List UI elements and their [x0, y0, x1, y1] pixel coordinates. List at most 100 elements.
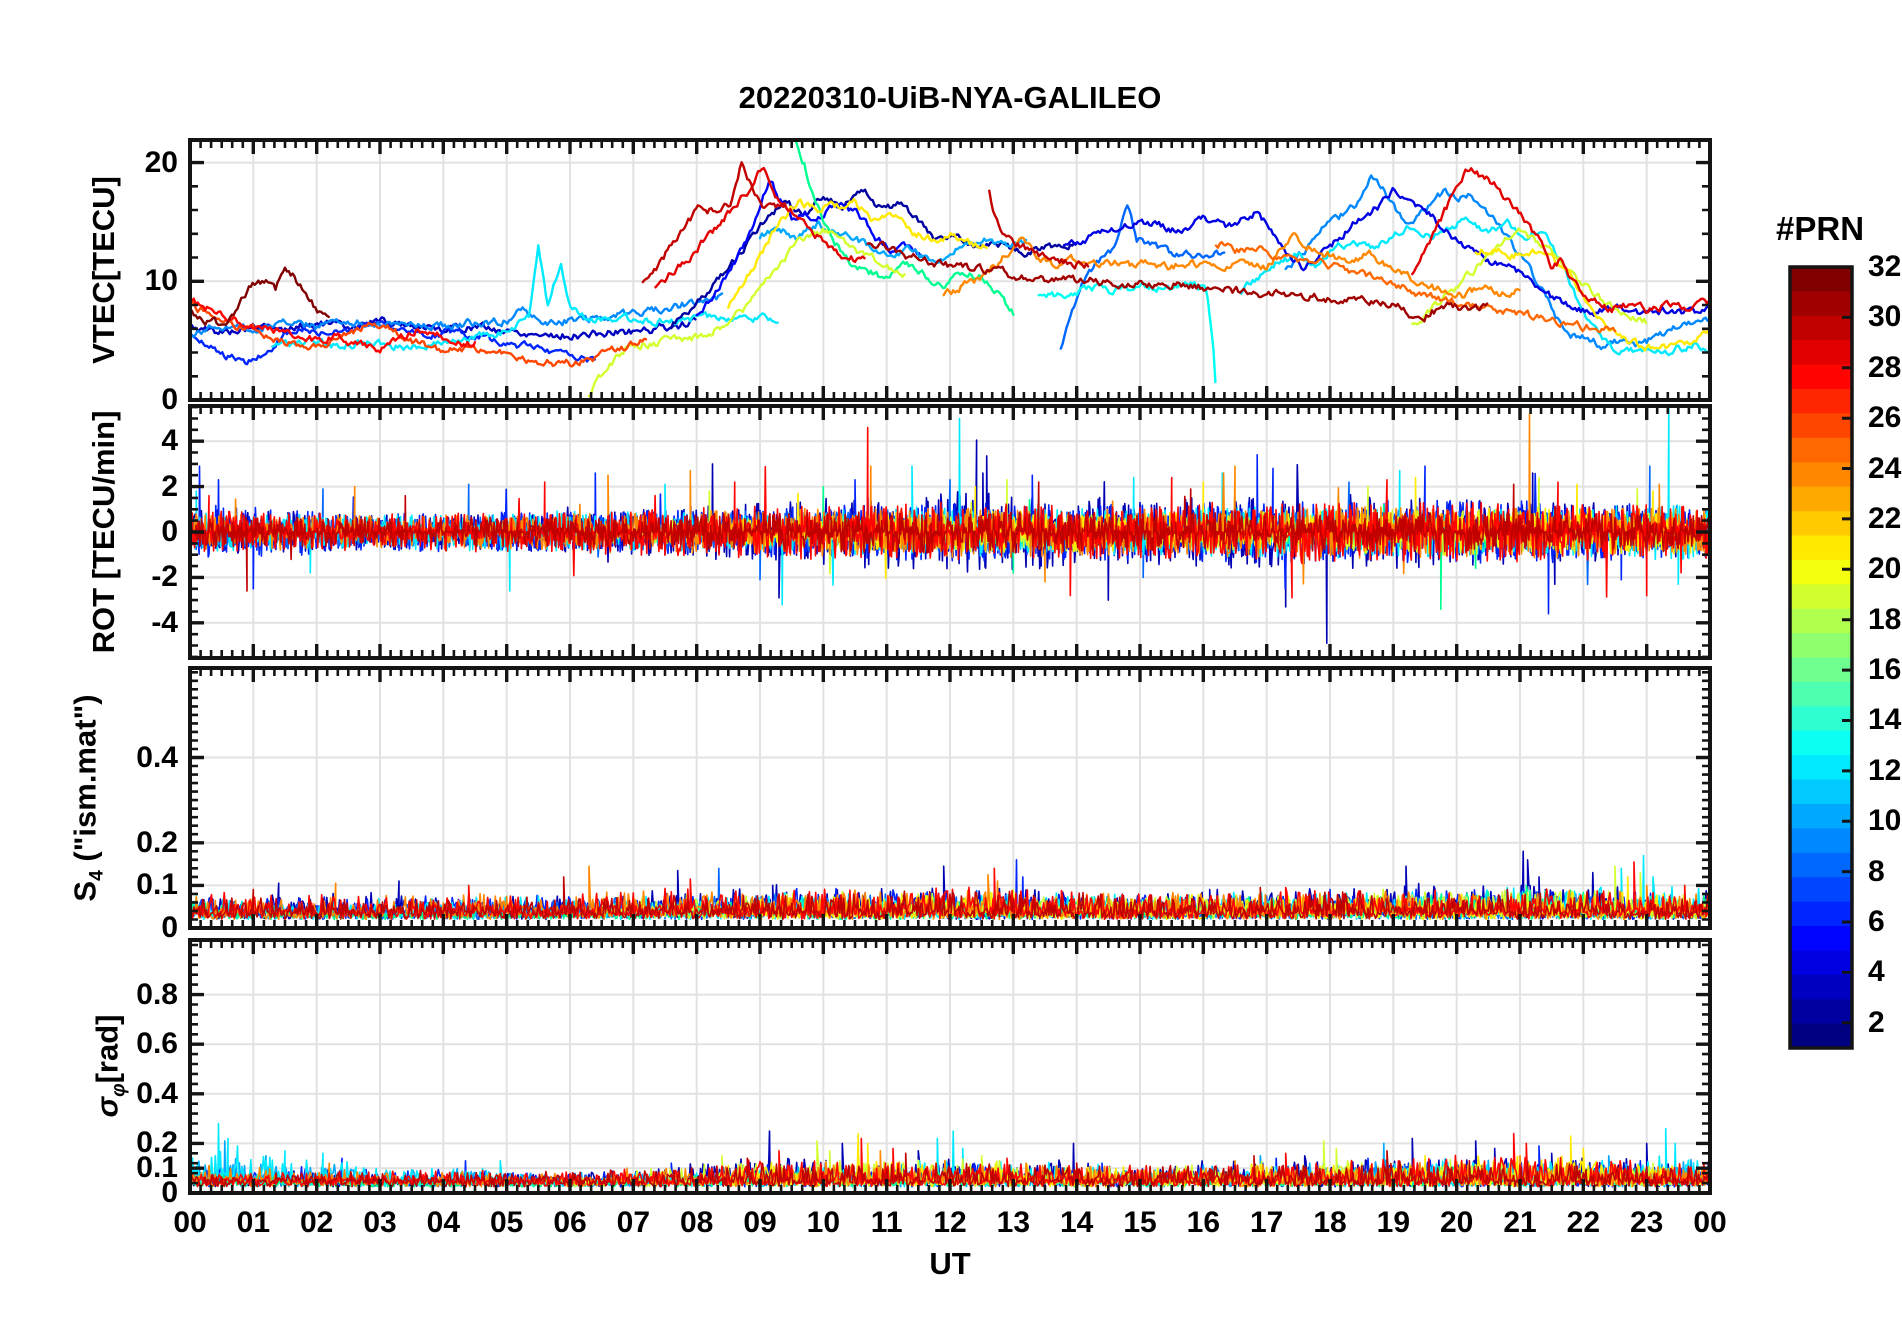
- series-prn-25: [1214, 240, 1617, 334]
- colorbar-tick-label: 16: [1868, 653, 1902, 687]
- colorbar-border: [1788, 265, 1854, 1050]
- ytick-label-sigma_phi: 0: [161, 1176, 178, 1209]
- series-prn-29: [1411, 167, 1710, 315]
- colorbar-tick-label: 30: [1868, 300, 1902, 334]
- xtick-label: 23: [1629, 1206, 1664, 1239]
- colorbar-tick-label: 22: [1868, 501, 1902, 535]
- minor-ticks: [190, 405, 1710, 659]
- colorbar-block-prn-11: [1790, 779, 1852, 805]
- colorbar-block-prn-31: [1790, 291, 1852, 317]
- series-prn-21: [727, 197, 988, 309]
- colorbar-block-prn-4: [1790, 950, 1852, 976]
- series-prn-30: [988, 189, 1090, 270]
- xtick-label: 12: [933, 1206, 967, 1239]
- colorbar-tick-label: 10: [1868, 804, 1902, 838]
- xtick-label: 19: [1376, 1206, 1411, 1239]
- colorbar-block-prn-14: [1790, 706, 1852, 732]
- series-prn-16: [793, 140, 1015, 316]
- colorbar-tick-label: 14: [1868, 703, 1902, 737]
- panel-vtec: [188, 138, 1712, 402]
- colorbar-block-prn-22: [1790, 511, 1852, 537]
- xtick-label: 13: [996, 1206, 1031, 1239]
- series-prn-12: [1240, 216, 1710, 357]
- colorbar-tick-label: 20: [1868, 552, 1902, 586]
- series-prn-9: [190, 292, 724, 339]
- colorbar-block-prn-29: [1790, 340, 1852, 366]
- xtick-label: 20: [1439, 1206, 1474, 1239]
- ytick-label-s4: 0: [161, 911, 178, 944]
- colorbar-block-prn-26: [1790, 413, 1852, 439]
- xtick-label: 02: [299, 1206, 334, 1239]
- xtick-label: 07: [616, 1206, 651, 1239]
- xtick-label: 16: [1186, 1206, 1221, 1239]
- colorbar-block-prn-7: [1790, 877, 1852, 903]
- series-prn-29: [654, 166, 866, 289]
- colorbar-block-prn-24: [1790, 462, 1852, 488]
- ytick-label-rot: -4: [151, 605, 178, 639]
- series-prn-13: [1037, 281, 1217, 384]
- series-prn-5: [695, 180, 926, 317]
- colorbar-ticks: [1842, 265, 1852, 1025]
- colorbar-tick-label: 4: [1868, 955, 1885, 989]
- colorbar-block-prn-28: [1790, 364, 1852, 390]
- colorbar-block-prn-9: [1790, 828, 1852, 854]
- axes-box: [188, 138, 1712, 402]
- colorbar-block-prn-13: [1790, 730, 1852, 756]
- x-axis-label: UT: [929, 1246, 971, 1281]
- xtick-label: 22: [1566, 1206, 1601, 1239]
- colorbar-block-prn-18: [1790, 608, 1852, 634]
- axes-box: [188, 938, 1712, 1195]
- series-prn-26: [190, 300, 648, 368]
- series-prn-21: [1474, 247, 1710, 352]
- colorbar-block-prn-30: [1790, 315, 1852, 341]
- xtick-label: 00: [1693, 1206, 1727, 1239]
- xtick-label: 21: [1503, 1206, 1537, 1239]
- colorbar-block-prn-10: [1790, 803, 1852, 829]
- axes-box: [188, 666, 1712, 930]
- xtick-label: 10: [806, 1206, 841, 1239]
- colorbar-tick-label: 12: [1868, 753, 1902, 787]
- ytick-label-sigma_phi: 0.2: [136, 1126, 178, 1160]
- colorbar-block-prn-16: [1790, 657, 1852, 683]
- xtick-label: 17: [1249, 1206, 1284, 1239]
- colorbar-tick-label: 24: [1868, 451, 1902, 485]
- colorbar-tick-label: 2: [1868, 1005, 1885, 1039]
- ytick-label-rot: 2: [161, 469, 178, 503]
- series-prn-10: [758, 220, 1028, 264]
- minor-ticks: [190, 668, 1710, 928]
- colorbar-block-prn-19: [1790, 584, 1852, 610]
- series-prn-30: [641, 161, 787, 284]
- ytick-label-s4: 0.1: [136, 868, 178, 902]
- panel-s4: [188, 666, 1712, 930]
- panel-rot: [188, 404, 1712, 660]
- xtick-label: 01: [236, 1206, 271, 1239]
- colorbar-tick-label: 6: [1868, 905, 1885, 939]
- colorbar-title: #PRN: [1776, 210, 1865, 247]
- ytick-label-vtec: 10: [144, 264, 178, 298]
- series-prn-8: [1059, 204, 1226, 350]
- xtick-label: 11: [870, 1206, 903, 1239]
- colorbar-tick-label: 28: [1868, 350, 1902, 384]
- panel-sigma_phi: [188, 938, 1712, 1195]
- colorbar-tick-label: 8: [1868, 854, 1885, 888]
- series-prn-30: [190, 481, 1710, 592]
- colorbar-block-prn-2: [1790, 999, 1852, 1025]
- series-prn-9: [1284, 174, 1710, 351]
- colorbar-block-prn-6: [1790, 901, 1852, 927]
- series-prn-32: [190, 266, 330, 327]
- colorbar-tick-label: 18: [1868, 602, 1902, 636]
- colorbar-block-prn-23: [1790, 486, 1852, 512]
- xtick-label: 18: [1313, 1206, 1347, 1239]
- xtick-label: 14: [1059, 1206, 1094, 1239]
- ytick-label-sigma_phi: 0.1: [136, 1151, 178, 1185]
- ytick-label-rot: 4: [161, 424, 178, 458]
- series-prn-19: [587, 227, 906, 398]
- xtick-label: 08: [679, 1206, 714, 1239]
- minor-ticks: [190, 940, 1710, 1193]
- ytick-label-sigma_phi: 0.4: [136, 1076, 178, 1110]
- ytick-label-rot: -2: [151, 560, 178, 594]
- colorbar-block-prn-8: [1790, 852, 1852, 878]
- xtick-label: 15: [1123, 1206, 1157, 1239]
